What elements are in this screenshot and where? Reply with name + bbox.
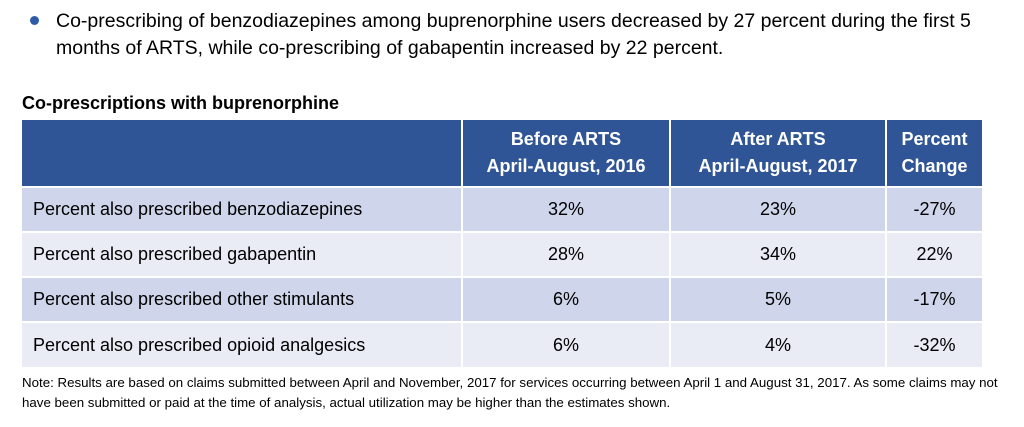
before-value: 6% bbox=[461, 276, 670, 322]
bullet-icon bbox=[30, 16, 39, 25]
after-value: 5% bbox=[669, 276, 886, 322]
bullet-text: Co-prescribing of benzodiazepines among … bbox=[56, 10, 971, 59]
table-title: Co-prescriptions with buprenorphine bbox=[22, 93, 340, 113]
bullet-item: Co-prescribing of benzodiazepines among … bbox=[30, 8, 990, 62]
header-after-line2: April-August, 2017 bbox=[698, 156, 858, 176]
change-value: -32% bbox=[885, 321, 982, 367]
before-value: 28% bbox=[461, 231, 670, 277]
after-value: 4% bbox=[669, 321, 886, 367]
table-row: Percent also prescribed gabapentin 28% 3… bbox=[22, 231, 982, 277]
row-label: Percent also prescribed gabapentin bbox=[22, 231, 462, 277]
header-cell-after: After ARTS April-August, 2017 bbox=[669, 120, 886, 187]
footnote: Note: Results are based on claims submit… bbox=[22, 375, 998, 410]
table-row: Percent also prescribed other stimulants… bbox=[22, 276, 982, 322]
table-header-row: Before ARTS April-August, 2016 After ART… bbox=[22, 120, 982, 187]
header-change-line1: Percent bbox=[901, 129, 968, 149]
header-after-line1: After ARTS bbox=[730, 129, 826, 149]
header-change-line2: Change bbox=[901, 156, 968, 176]
after-value: 23% bbox=[669, 186, 886, 232]
table-row: Percent also prescribed benzodiazepines … bbox=[22, 186, 982, 232]
row-label: Percent also prescribed other stimulants bbox=[22, 276, 462, 322]
header-before-line2: April-August, 2016 bbox=[486, 156, 646, 176]
header-cell-change: Percent Change bbox=[885, 120, 982, 187]
after-value: 34% bbox=[669, 231, 886, 277]
header-before-line1: Before ARTS bbox=[510, 129, 622, 149]
table-row: Percent also prescribed opioid analgesic… bbox=[22, 321, 982, 367]
header-cell-before: Before ARTS April-August, 2016 bbox=[461, 120, 670, 187]
change-value: -17% bbox=[885, 276, 982, 322]
before-value: 6% bbox=[461, 321, 670, 367]
change-value: -27% bbox=[885, 186, 982, 232]
change-value: 22% bbox=[885, 231, 982, 277]
coprescription-table: Before ARTS April-August, 2016 After ART… bbox=[22, 120, 982, 367]
row-label: Percent also prescribed opioid analgesic… bbox=[22, 321, 462, 367]
before-value: 32% bbox=[461, 186, 670, 232]
header-cell-label bbox=[22, 120, 462, 187]
row-label: Percent also prescribed benzodiazepines bbox=[22, 186, 462, 232]
